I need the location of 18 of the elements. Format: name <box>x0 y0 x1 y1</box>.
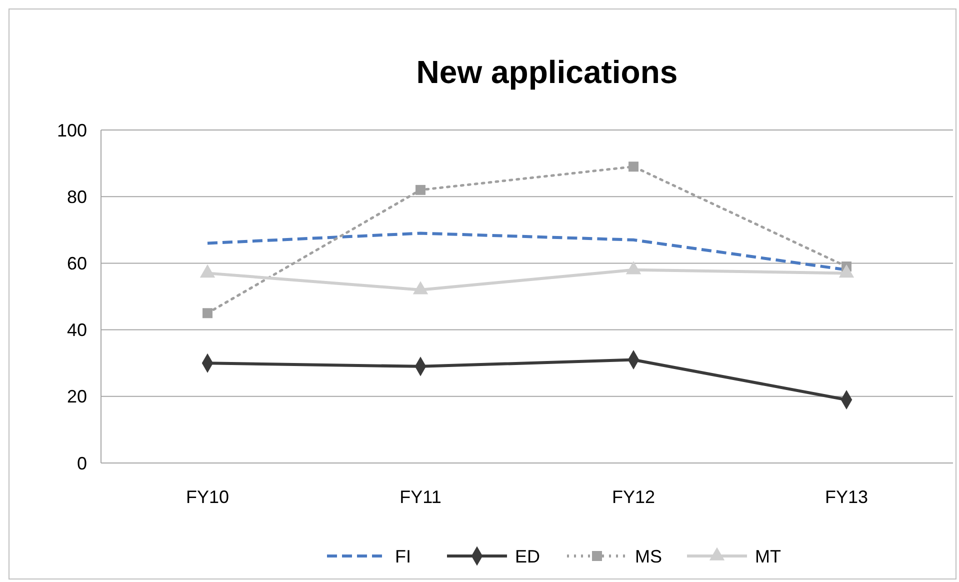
x-tick-label: FY10 <box>186 487 230 507</box>
y-tick-label: 0 <box>76 453 87 474</box>
y-tick-label: 80 <box>66 186 87 207</box>
y-tick-label: 100 <box>56 120 87 140</box>
x-tick-label: FY11 <box>400 487 442 507</box>
legend-label: FI <box>395 546 411 566</box>
y-tick-label: 60 <box>66 254 87 274</box>
point <box>628 162 638 172</box>
y-tick-label: 20 <box>66 386 87 407</box>
x-tick-label: FY12 <box>612 487 656 507</box>
y-tick-label: 40 <box>66 320 87 340</box>
chart-title: New applications <box>416 54 678 90</box>
legend-label: ED <box>515 546 540 566</box>
legend-label: MT <box>755 546 781 566</box>
legend-label: MS <box>635 546 662 566</box>
point <box>202 308 212 318</box>
point <box>416 184 426 195</box>
x-tick-label: FY13 <box>824 487 868 507</box>
